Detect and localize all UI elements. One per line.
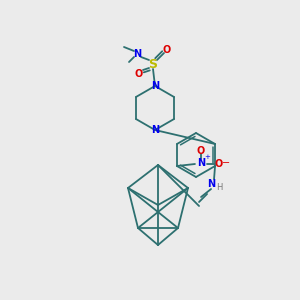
Text: O: O [197, 146, 205, 156]
Text: H: H [216, 184, 222, 193]
Text: N: N [197, 158, 205, 168]
Text: −: − [222, 158, 230, 168]
Text: N: N [151, 81, 159, 91]
Text: N: N [133, 49, 141, 59]
Text: S: S [148, 58, 158, 70]
Text: O: O [163, 45, 171, 55]
Text: N: N [207, 179, 215, 189]
Text: O: O [215, 159, 223, 169]
Text: N: N [151, 125, 159, 135]
Text: O: O [135, 69, 143, 79]
Text: +: + [204, 154, 210, 160]
